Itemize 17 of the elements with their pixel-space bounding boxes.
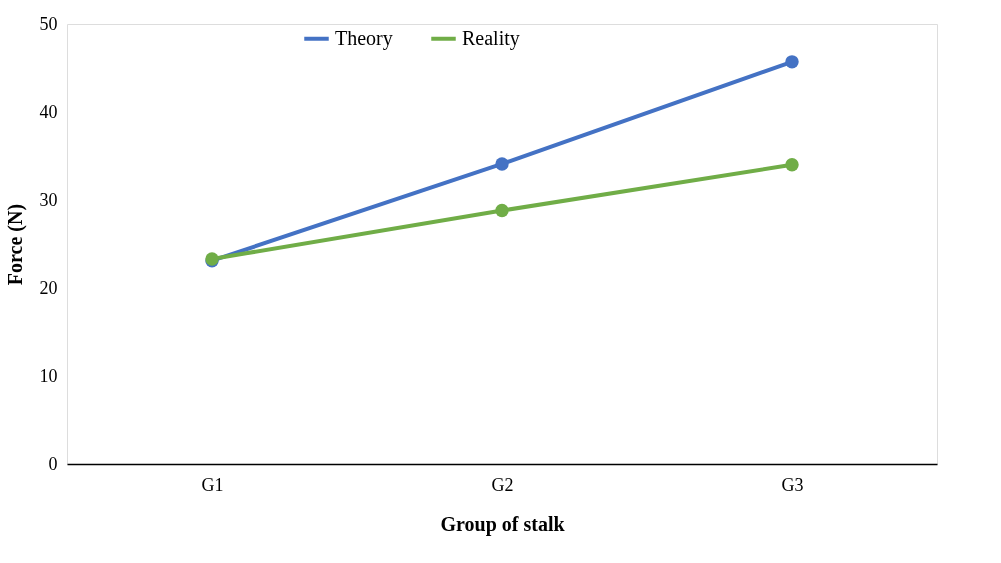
y-tick-label: 20	[39, 277, 58, 298]
x-axis-title: Group of stalk	[440, 512, 566, 536]
x-tick-label: G1	[201, 474, 224, 495]
y-tick-label: 0	[48, 453, 58, 474]
y-tick-label: 10	[39, 365, 58, 386]
x-tick-label: G2	[491, 474, 514, 495]
legend-label: Reality	[462, 26, 520, 50]
legend-label: Theory	[335, 26, 393, 50]
point	[785, 55, 799, 69]
point	[495, 203, 509, 218]
y-tick-label: 40	[39, 101, 58, 122]
x-tick-label: G3	[781, 474, 804, 495]
y-axis-title: Force (N)	[3, 203, 27, 286]
y-tick-label: 30	[39, 189, 58, 210]
point	[495, 157, 509, 171]
point	[785, 158, 799, 172]
y-tick-label: 50	[39, 13, 58, 34]
